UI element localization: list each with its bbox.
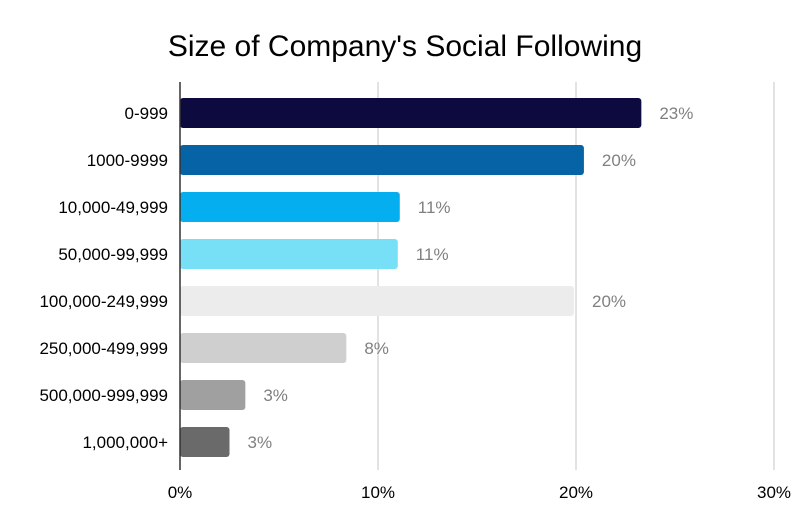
data-label: 20%: [592, 292, 626, 311]
bar-4: [180, 286, 575, 316]
bar-1: [180, 145, 584, 175]
data-label: 23%: [659, 104, 693, 123]
x-tick-label: 0%: [168, 483, 193, 502]
bar-7: [180, 427, 230, 457]
data-label: 11%: [416, 245, 449, 264]
data-label: 3%: [248, 433, 273, 452]
category-label: 500,000-999,999: [39, 386, 168, 405]
x-tick-label: 20%: [559, 483, 593, 502]
data-label: 3%: [263, 386, 288, 405]
category-label: 0-999: [125, 104, 168, 123]
category-label: 10,000-49,999: [58, 198, 168, 217]
x-tick-label: 30%: [757, 483, 791, 502]
category-label: 100,000-249,999: [39, 292, 168, 311]
bar-5: [180, 333, 347, 363]
category-label: 1,000,000+: [82, 433, 168, 452]
chart-title: Size of Company's Social Following: [168, 30, 642, 63]
bars: [180, 98, 642, 457]
bar-0: [180, 98, 642, 128]
data-label: 8%: [364, 339, 389, 358]
category-label: 250,000-499,999: [39, 339, 168, 358]
bar-2: [180, 192, 400, 222]
bar-3: [180, 239, 398, 269]
gridlines: [377, 82, 775, 470]
bar-6: [180, 380, 246, 410]
labels: 0% 10% 20% 30% 0-999 23% 1000-9999 20% 10,000-49…: [39, 104, 791, 502]
data-label: 20%: [602, 151, 636, 170]
x-tick-label: 10%: [361, 483, 395, 502]
data-label: 11%: [418, 198, 451, 217]
category-label: 50,000-99,999: [58, 245, 168, 264]
category-label: 1000-9999: [87, 151, 168, 170]
